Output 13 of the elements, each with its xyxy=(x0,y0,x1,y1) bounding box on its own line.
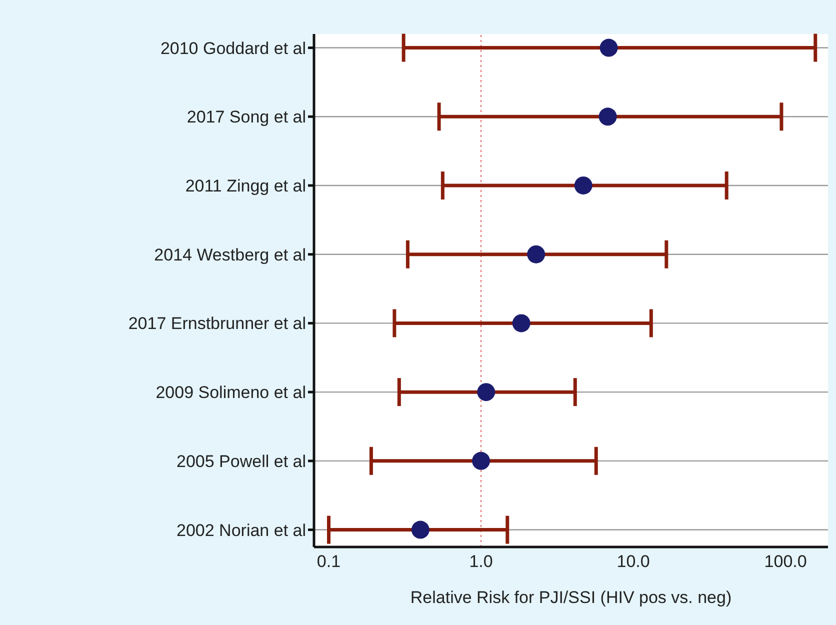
y-tick-label: 2005 Powell et al xyxy=(176,452,306,471)
y-tick-label: 2002 Norian et al xyxy=(176,520,306,540)
y-tick-label: 2009 Solimeno et al xyxy=(156,383,306,402)
y-tick-label: 2014 Westberg et al xyxy=(154,245,306,264)
y-tick-label: 2017 Song et al xyxy=(186,108,306,127)
x-tick-label: 1.0 xyxy=(469,552,493,572)
y-tick-label: 2011 Zingg et al xyxy=(185,176,306,196)
x-tick-label: 0.1 xyxy=(316,552,341,572)
x-tick-label: 100.0 xyxy=(764,552,807,572)
y-tick-label: 2017 Ernstbrunner et al xyxy=(128,314,306,334)
y-tick-label: 2010 Goddard et al xyxy=(160,38,306,58)
x-axis-title: Relative Risk for PJI/SSI (HIV pos vs. neg) xyxy=(410,588,732,607)
x-tick-label: 10.0 xyxy=(616,552,650,572)
